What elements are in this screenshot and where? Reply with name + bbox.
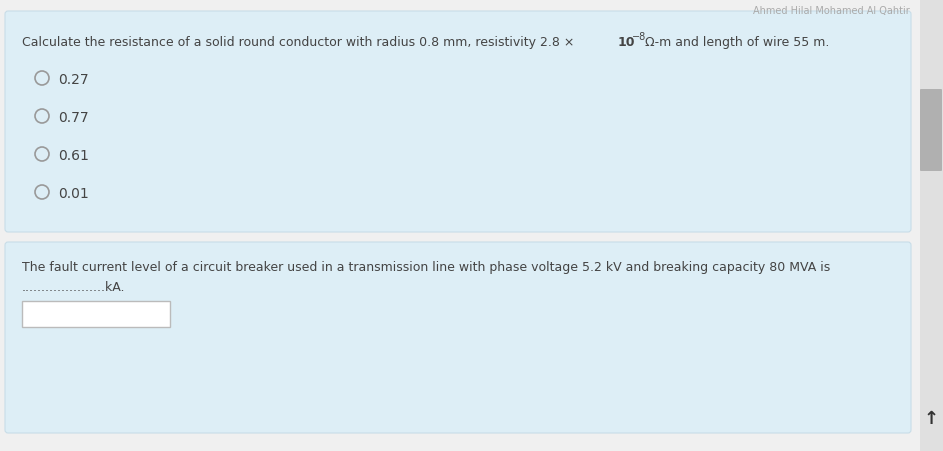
Circle shape [35, 109, 49, 123]
FancyBboxPatch shape [5, 11, 911, 232]
Text: 0.01: 0.01 [58, 187, 89, 201]
Text: 10: 10 [618, 36, 636, 49]
Text: 0.77: 0.77 [58, 111, 89, 125]
Circle shape [35, 185, 49, 199]
Text: ↑: ↑ [923, 410, 938, 428]
FancyBboxPatch shape [5, 242, 911, 433]
Text: 0.27: 0.27 [58, 73, 89, 87]
Text: .....................kA.: .....................kA. [22, 281, 125, 294]
FancyBboxPatch shape [920, 0, 943, 451]
FancyBboxPatch shape [22, 301, 170, 327]
Text: Ahmed Hilal Mohamed Al Qahtir: Ahmed Hilal Mohamed Al Qahtir [753, 6, 910, 16]
Circle shape [35, 147, 49, 161]
Text: Calculate the resistance of a solid round conductor with radius 0.8 mm, resistiv: Calculate the resistance of a solid roun… [22, 36, 578, 49]
Text: −8: −8 [632, 32, 646, 42]
Circle shape [35, 71, 49, 85]
Text: 0.61: 0.61 [58, 149, 89, 163]
FancyBboxPatch shape [920, 89, 942, 171]
Text: Ω-m and length of wire 55 m.: Ω-m and length of wire 55 m. [641, 36, 830, 49]
Text: The fault current level of a circuit breaker used in a transmission line with ph: The fault current level of a circuit bre… [22, 261, 830, 274]
